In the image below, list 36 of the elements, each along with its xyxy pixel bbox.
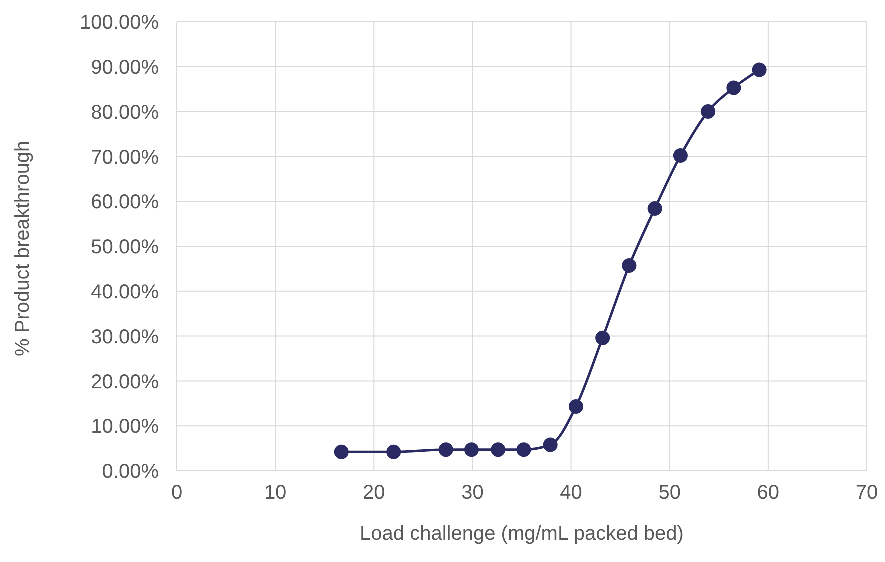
point	[543, 438, 558, 452]
point	[568, 400, 584, 414]
y-tick-label: 80.00%	[91, 102, 160, 124]
x-axis-title: Load challenge (mg/mL packed bed)	[360, 523, 684, 545]
point	[726, 80, 742, 96]
point	[464, 442, 479, 458]
point	[386, 444, 402, 460]
x-tick-label: 60	[757, 482, 780, 504]
x-tick-label: 40	[560, 482, 582, 504]
point	[491, 442, 506, 458]
y-tick-label: 0.00%	[102, 461, 160, 484]
point	[673, 148, 688, 164]
x-tick-label: 20	[363, 482, 386, 504]
point	[622, 258, 637, 274]
point	[438, 442, 454, 458]
y-tick-label: 60.00%	[91, 192, 160, 214]
point	[648, 202, 662, 216]
y-tick-label: 70.00%	[91, 146, 160, 169]
point	[516, 442, 532, 458]
x-tick-label: 10	[264, 482, 287, 504]
y-tick-label: 50.00%	[91, 236, 160, 259]
x-tick-label: 50	[658, 482, 681, 504]
y-tick-label: 90.00%	[91, 57, 160, 79]
point	[596, 330, 610, 346]
y-axis-title: % Product breakthrough	[12, 140, 34, 356]
x-tick-label: 70	[856, 482, 878, 504]
y-tick-label: 40.00%	[91, 282, 160, 304]
x-tick-label: 30	[462, 482, 484, 504]
point	[334, 444, 349, 460]
point	[752, 62, 767, 78]
point	[701, 104, 716, 120]
x-tick-label: 0	[171, 482, 183, 504]
y-tick-label: 10.00%	[91, 416, 160, 438]
y-tick-label: 100.00%	[80, 12, 160, 34]
y-tick-label: 20.00%	[91, 371, 160, 394]
y-tick-label: 30.00%	[91, 326, 160, 348]
